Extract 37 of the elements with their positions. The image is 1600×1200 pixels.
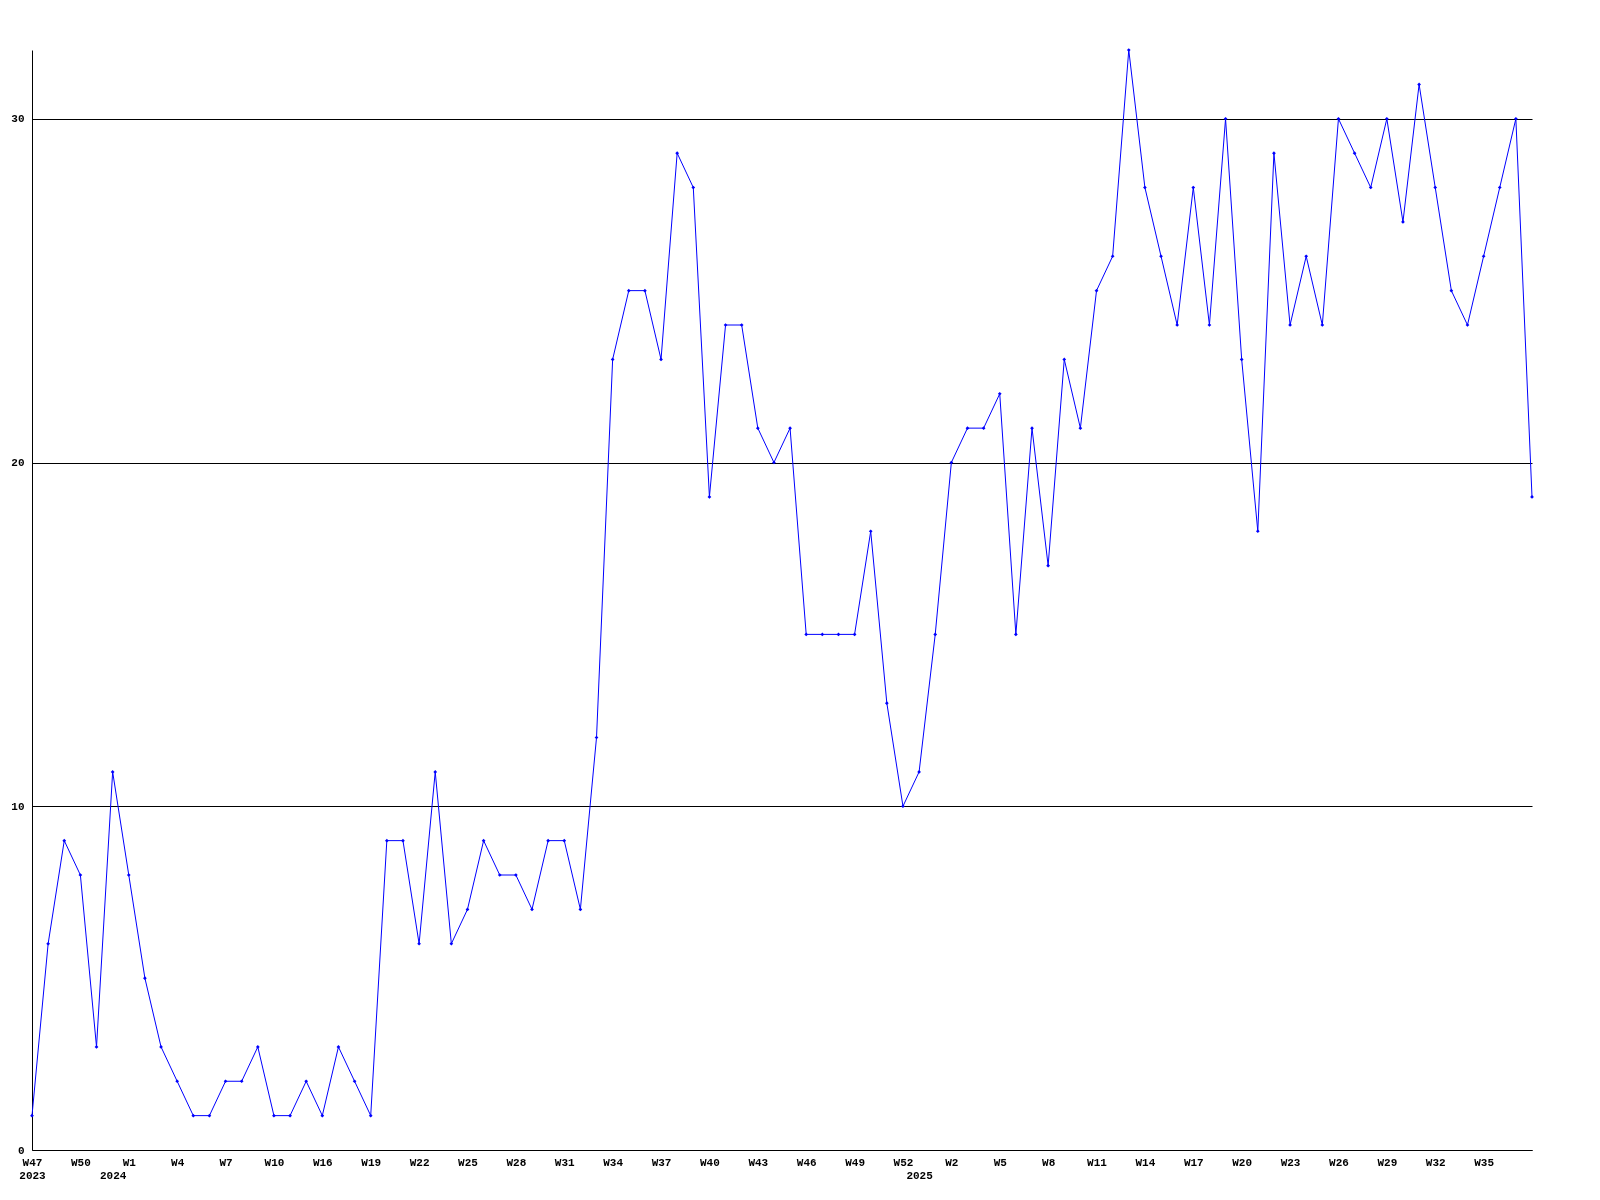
x-tick-label: W28 [506, 1156, 527, 1169]
x-tick-label: 2025 [906, 1169, 934, 1182]
x-tick-label: W25 [458, 1156, 479, 1169]
x-tick-label: W7 [219, 1156, 233, 1169]
x-tick-label: W34 [603, 1156, 624, 1169]
x-tick-label: W40 [700, 1156, 720, 1169]
x-tick-label: W37 [651, 1156, 672, 1169]
x-tick-label: W49 [845, 1156, 865, 1169]
x-tick-label: W8 [1042, 1156, 1056, 1169]
y-tick-label: 30 [11, 113, 25, 126]
x-tick-label: 2024 [99, 1169, 127, 1182]
x-tick-label: W52 [893, 1156, 914, 1169]
x-tick-label: W1 [122, 1156, 137, 1169]
x-tick-label: W5 [993, 1156, 1008, 1169]
x-tick-label: W46 [796, 1156, 817, 1169]
x-tick-label: W29 [1377, 1156, 1398, 1169]
y-tick-label: 10 [11, 800, 25, 813]
x-tick-label: W4 [171, 1156, 185, 1169]
x-tick-label: W26 [1329, 1156, 1349, 1169]
x-tick-label: W50 [70, 1156, 91, 1169]
x-tick-label: W23 [1280, 1156, 1301, 1169]
x-tick-label: W16 [312, 1156, 333, 1169]
x-tick-label: W10 [264, 1156, 285, 1169]
x-tick-label: W31 [554, 1156, 576, 1169]
x-tick-label: W35 [1474, 1156, 1495, 1169]
y-tick-label: 0 [17, 1144, 25, 1157]
x-tick-label: W14 [1135, 1156, 1156, 1169]
x-tick-label: W17 [1183, 1156, 1204, 1169]
x-tick-label: W19 [361, 1156, 382, 1169]
x-tick-label: W22 [409, 1156, 430, 1169]
x-tick-label: W47 2023 [19, 1156, 47, 1182]
x-tick-label: W20 [1232, 1156, 1253, 1169]
x-tick-label: W43 [748, 1156, 769, 1169]
y-tick-label: 20 [11, 457, 25, 469]
x-tick-label: W11 [1087, 1156, 1108, 1169]
x-tick-label: W32 [1425, 1156, 1446, 1169]
x-tick-label: W2 [945, 1156, 959, 1169]
